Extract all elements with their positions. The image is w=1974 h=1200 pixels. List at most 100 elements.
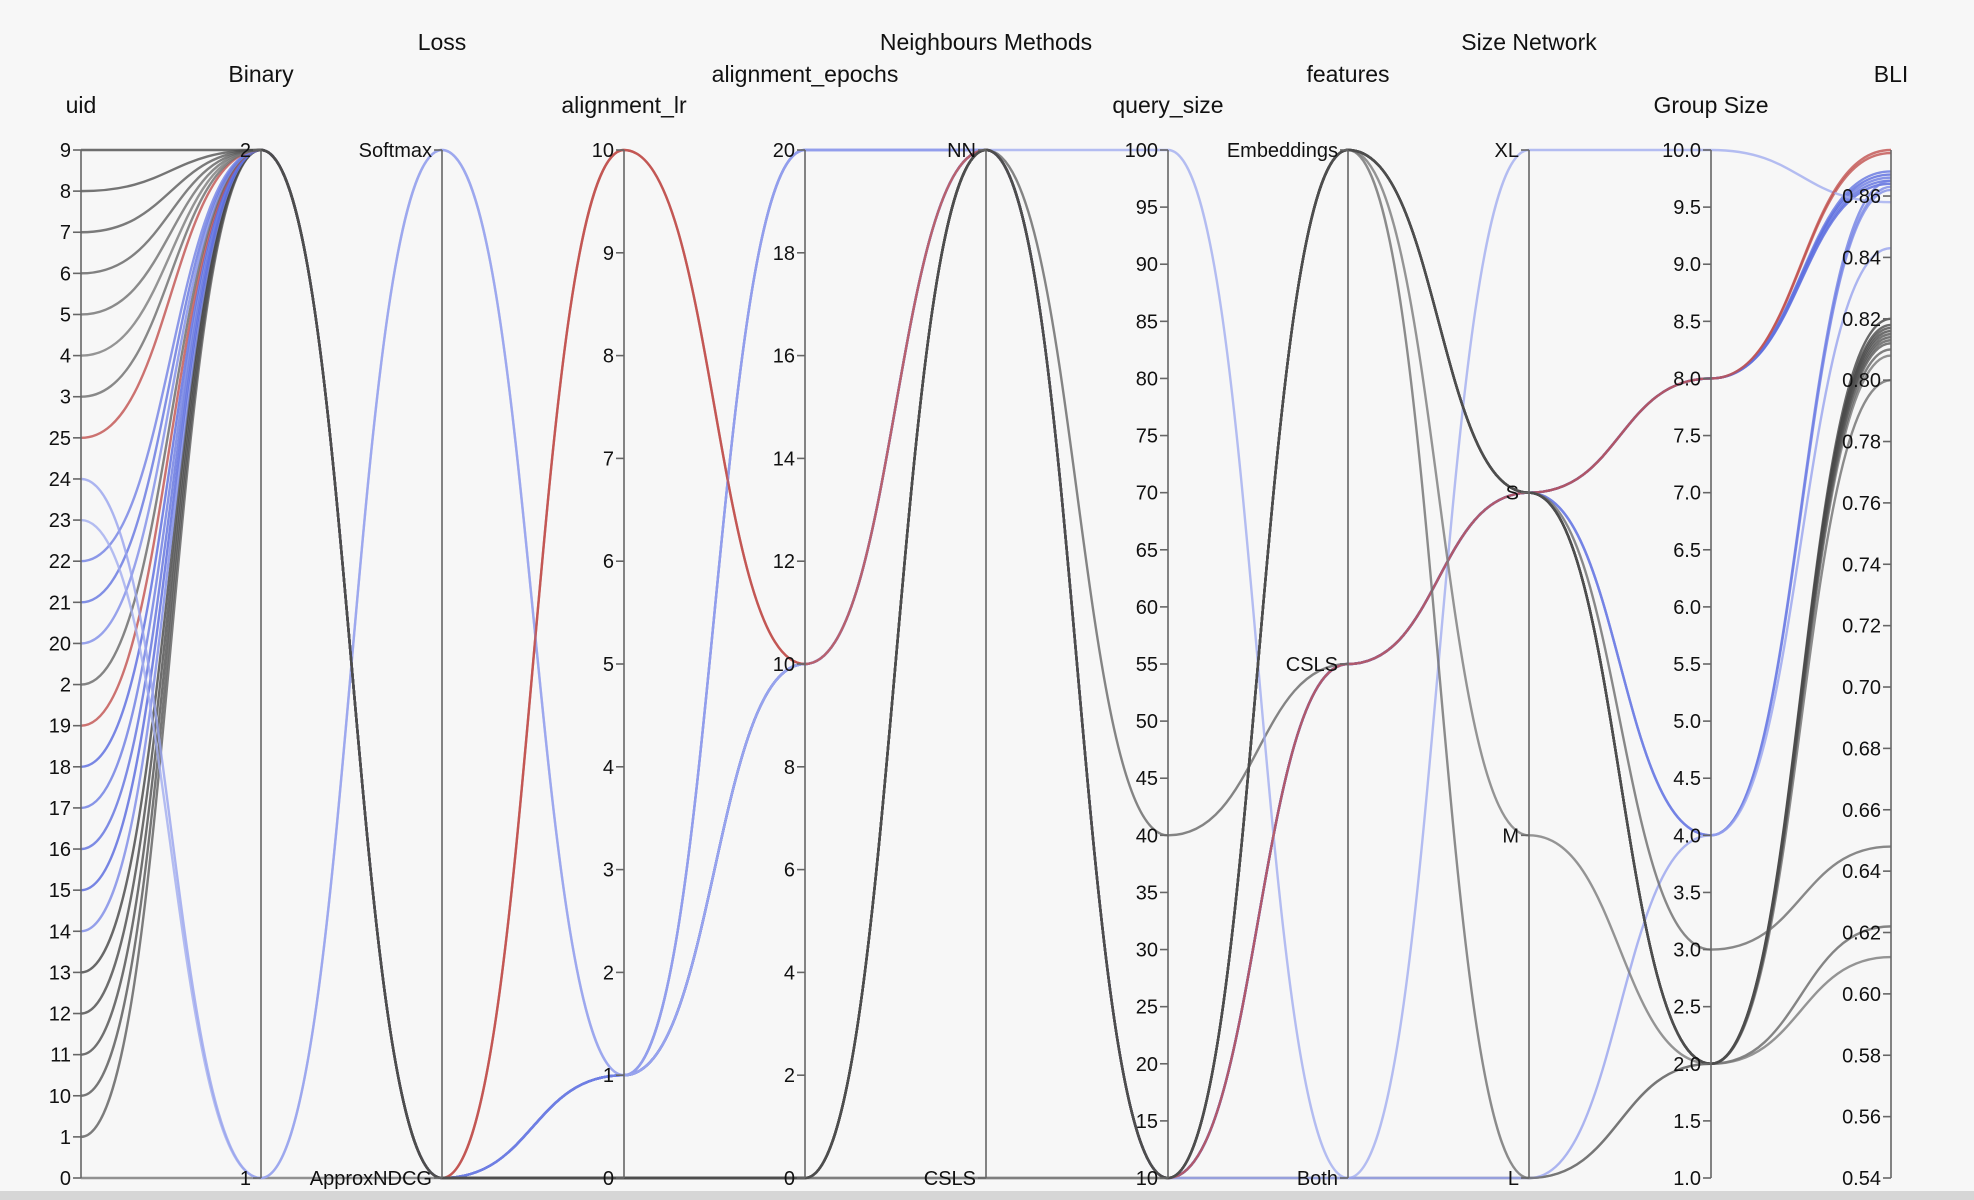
axis-uid: uid 0 1 10 11 12 13 14 15 16 17 18 19 2 20 21 22 23 24 25 3 4… [49,92,97,1190]
axis-size_network: Size Network L M S XL [1461,29,1597,1190]
tick-label: 50 [1136,711,1158,733]
tick-label: 3 [603,860,614,882]
tick-label: 4 [603,757,614,779]
tick-label: 0.68 [1842,738,1881,760]
tick-label: 7.0 [1673,483,1701,505]
tick-label: 4.0 [1673,825,1701,847]
axis-loss: Loss ApproxNDCG Softmax [310,29,467,1190]
axis-title-uid: uid [66,92,97,118]
tick-label: 5.5 [1673,654,1701,676]
tick-label: NN [947,140,976,162]
tick-label: 9.0 [1673,254,1701,276]
tick-label: 80 [1136,368,1158,390]
tick-label: 3.5 [1673,882,1701,904]
tick-label: 22 [49,551,71,573]
tick-label: 0.86 [1842,186,1881,208]
tick-label: 23 [49,510,71,532]
tick-label: Softmax [359,140,432,162]
tick-label: 35 [1136,882,1158,904]
tick-label: 0.72 [1842,616,1881,638]
axis-title-alignment_lr: alignment_lr [561,92,687,118]
axis-neighbours_methods: Neighbours Methods CSLS NN [880,29,1092,1190]
tick-label: 4.5 [1673,768,1701,790]
tick-label: Both [1297,1168,1338,1190]
tick-label: 3 [60,387,71,409]
tick-label: 3.0 [1673,940,1701,962]
tick-label: 0.56 [1842,1107,1881,1129]
horizontal-scrollbar[interactable] [0,1191,1974,1200]
axis-alignment_epochs: alignment_epochs 0 2 4 6 8 10 12 14 16 18 20 [712,61,899,1190]
tick-label: 0.82 [1842,309,1881,331]
tick-label: 4 [784,962,795,984]
tick-label: 24 [49,469,71,491]
tick-label: 10 [773,654,795,676]
tick-label: 7 [60,222,71,244]
tick-label: 0.84 [1842,247,1881,269]
axis-title-query_size: query_size [1112,92,1223,118]
tick-label: 0.60 [1842,984,1881,1006]
tick-label: 2.0 [1673,1054,1701,1076]
axis-title-loss: Loss [418,29,467,55]
tick-label: 20 [1136,1054,1158,1076]
tick-label: 13 [49,962,71,984]
tick-label: 85 [1136,311,1158,333]
tick-label: CSLS [1286,654,1338,676]
axis-title-alignment_epochs: alignment_epochs [712,61,899,87]
tick-label: L [1508,1168,1519,1190]
tick-label: 4 [60,346,71,368]
tick-label: 14 [49,921,71,943]
axis-query_size: query_size 10 15 20 25 30 35 40 45 50 55 60 65 70 75 80… [1112,92,1223,1190]
axis-title-features: features [1306,61,1389,87]
tick-label: 6.5 [1673,540,1701,562]
tick-label: 0.54 [1842,1168,1881,1190]
tick-label: XL [1495,140,1519,162]
tick-label: 16 [773,346,795,368]
tick-label: 1 [603,1065,614,1087]
tick-label: 20 [49,633,71,655]
tick-label: 6 [60,263,71,285]
tick-label: 21 [49,592,71,614]
tick-label: 8.0 [1673,368,1701,390]
tick-label: 65 [1136,540,1158,562]
tick-label: 30 [1136,940,1158,962]
tick-label: 8 [784,757,795,779]
tick-label: 14 [773,448,795,470]
tick-label: 60 [1136,597,1158,619]
tick-label: 11 [50,1045,71,1067]
axis-binary: Binary 1 2 [228,61,294,1190]
tick-label: 45 [1136,768,1158,790]
tick-label: 10 [592,140,614,162]
run-line-uid-9[interactable] [80,148,1892,1180]
tick-label: 0 [784,1168,795,1190]
tick-label: 0.78 [1842,432,1881,454]
tick-label: 6.0 [1673,597,1701,619]
tick-label: 7.5 [1673,426,1701,448]
tick-label: 90 [1136,254,1158,276]
tick-label: 0.74 [1842,554,1881,576]
axis-alignment_lr: alignment_lr 0 1 2 3 4 5 6 7 8 9 10 [561,92,687,1190]
axis-title-bli: BLI [1874,61,1909,87]
tick-label: 9.5 [1673,197,1701,219]
tick-label: 0.80 [1842,370,1881,392]
tick-label: 16 [49,839,71,861]
tick-label: 0.66 [1842,800,1881,822]
tick-label: 0.76 [1842,493,1881,515]
tick-label: 5.0 [1673,711,1701,733]
axes: uid0110111213141516171819220212223242534… [49,29,1909,1190]
tick-label: 0 [603,1168,614,1190]
tick-label: 10 [49,1086,71,1108]
axis-bli: BLI 0.54 0.56 0.58 0.60 0.62 0.64 0.66 0.68 0.70 0… [1842,61,1908,1190]
tick-label: 0.58 [1842,1045,1881,1067]
tick-label: 12 [49,1004,71,1026]
tick-label: 10 [1136,1168,1158,1190]
tick-label: 15 [1136,1111,1158,1133]
tick-label: 19 [49,716,71,738]
axis-title-size_network: Size Network [1461,29,1597,55]
tick-label: 15 [49,880,71,902]
tick-label: 95 [1136,197,1158,219]
tick-label: 0.70 [1842,677,1881,699]
tick-label: 2 [603,962,614,984]
tick-label: 2 [240,140,251,162]
